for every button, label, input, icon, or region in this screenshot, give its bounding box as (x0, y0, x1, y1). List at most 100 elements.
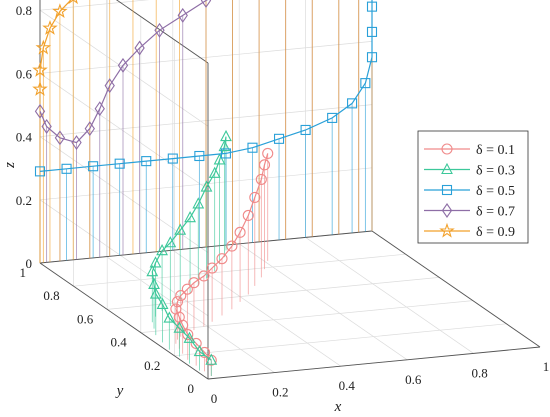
data-point (347, 98, 358, 109)
data-point (104, 78, 115, 94)
legend-label: δ = 0.9 (476, 225, 515, 240)
z-axis-label: z (2, 162, 18, 169)
data-point (200, 180, 213, 192)
data-point (156, 243, 168, 256)
data-point (234, 226, 246, 238)
data-point (171, 296, 184, 308)
z-tick-label: 0.4 (16, 130, 33, 145)
z-tick-label: 0.8 (16, 3, 32, 18)
data-point (366, 26, 378, 37)
z-tick-label: 0.2 (16, 193, 32, 208)
grid-line (106, 256, 275, 373)
y-axis-label: y (115, 383, 124, 399)
data-point (200, 0, 212, 8)
x-tick-label: 0.2 (272, 385, 288, 400)
data-point (84, 121, 95, 137)
data-point (220, 129, 232, 142)
data-point (194, 150, 205, 162)
legend: δ = 0.1 δ = 0.3 δ = 0.5 δ = 0.7 δ = 0.9 (417, 130, 529, 244)
data-point (327, 112, 338, 123)
data-point (170, 303, 182, 315)
axis-line (207, 346, 541, 380)
x-tick-label: 0 (211, 391, 218, 406)
data-point (183, 331, 196, 343)
data-point (218, 139, 231, 152)
data-point (213, 153, 226, 165)
legend-entry: δ = 0.7 (424, 203, 515, 220)
data-point (34, 103, 46, 119)
data-point (255, 173, 267, 185)
legend-label: δ = 0.5 (476, 184, 515, 199)
series-1 (170, 147, 274, 366)
data-point (156, 297, 169, 310)
y-tick-label: 0 (188, 381, 195, 396)
data-point (71, 135, 82, 151)
data-point (174, 223, 187, 235)
data-point (177, 7, 188, 23)
data-point (300, 124, 311, 136)
series-line (39, 0, 209, 144)
x-axis-label: x (334, 399, 342, 415)
y-tick-label: 0.6 (77, 311, 94, 326)
legend-entry: δ = 0.1 (424, 143, 515, 158)
data-point (205, 353, 218, 365)
series-layer (32, 0, 378, 366)
data-point (184, 210, 196, 223)
z-tick-label: 0.6 (16, 66, 33, 81)
axis-line (115, 0, 209, 64)
data-point (35, 39, 52, 55)
data-point (258, 159, 271, 171)
z-tick-label: 0 (26, 256, 33, 271)
legend-label: δ = 0.3 (476, 164, 515, 179)
axis-line (371, 230, 541, 348)
grid-line (39, 73, 209, 190)
series-line (39, 0, 373, 172)
data-point (366, 52, 378, 63)
legend-entry: δ = 0.3 (424, 162, 515, 179)
grid-line (140, 300, 473, 333)
x-tick-label: 0.8 (471, 365, 487, 380)
series-5-stems (39, 0, 373, 263)
data-point (273, 133, 285, 144)
data-point (163, 311, 176, 323)
data-point (41, 119, 52, 134)
grid-line (73, 253, 406, 287)
data-point (42, 20, 58, 35)
data-point (206, 262, 218, 274)
data-point (61, 163, 72, 174)
legend-marker (439, 222, 455, 238)
data-point (164, 236, 177, 248)
y-tick-label: 0.8 (43, 288, 59, 303)
series-line (39, 0, 72, 90)
series-4 (34, 0, 212, 151)
data-point (146, 264, 159, 277)
data-point (226, 240, 238, 252)
grid-line (39, 9, 209, 127)
series-5 (32, 0, 78, 96)
data-point (94, 101, 105, 117)
series-3 (34, 0, 378, 177)
legend-entry: δ = 0.5 (424, 184, 515, 199)
data-point (199, 346, 211, 358)
grid-line (39, 0, 150, 11)
grid-line (172, 249, 341, 367)
legend-marker (441, 162, 453, 175)
data-point (117, 57, 129, 73)
x-tick-label: 1 (543, 359, 550, 374)
data-point (32, 61, 48, 77)
legend-label: δ = 0.7 (476, 205, 515, 220)
y-tick-label: 0.2 (144, 358, 160, 373)
data-point (141, 156, 152, 167)
data-point (181, 283, 193, 295)
data-point (262, 147, 274, 159)
data-point (190, 337, 202, 350)
data-point (52, 3, 68, 19)
data-point (32, 80, 48, 96)
data-point (54, 130, 66, 146)
data-point (173, 321, 186, 333)
data-point (249, 191, 261, 203)
data-point (88, 161, 99, 172)
x-tick-label: 0.4 (339, 378, 356, 393)
data-point (114, 158, 125, 169)
